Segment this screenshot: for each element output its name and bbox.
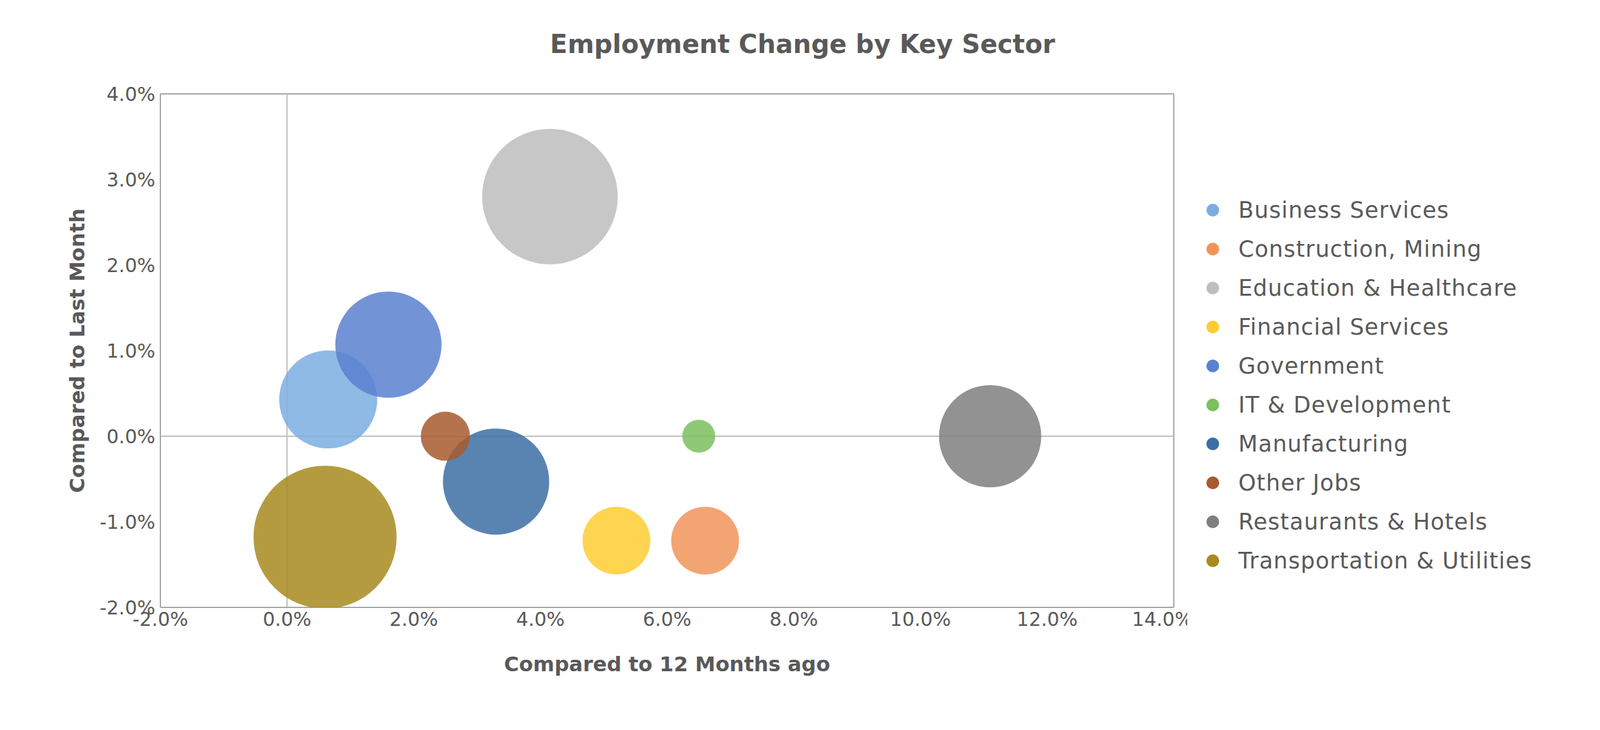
svg-text:Compared to Last Month: Compared to Last Month xyxy=(65,208,90,493)
svg-text:3.0%: 3.0% xyxy=(106,168,156,192)
html-text:Business Services: Business Services xyxy=(1238,197,1450,223)
html-text:Construction, Mining: Construction, Mining xyxy=(1238,236,1482,262)
svg-text:-2.0%: -2.0% xyxy=(99,596,156,620)
svg-text:2.0%: 2.0% xyxy=(389,608,438,631)
html-text:IT & Development: IT & Development xyxy=(1238,392,1452,418)
svg-text:-1.0%: -1.0% xyxy=(99,511,156,534)
html-text:Employment Change by Key Secto: Employment Change by Key Sector xyxy=(550,29,1056,59)
html-text:Education & Healthcare: Education & Healthcare xyxy=(1238,275,1518,301)
svg-text:Compared to 12 Months ago: Compared to 12 Months ago xyxy=(504,652,831,677)
svg-text:14.0%: 14.0% xyxy=(1132,608,1188,631)
svg-text:10.0%: 10.0% xyxy=(890,608,951,631)
svg-text:4.0%: 4.0% xyxy=(106,83,156,106)
svg-text:2.0%: 2.0% xyxy=(106,254,156,277)
html-text:Manufacturing: Manufacturing xyxy=(1238,430,1409,457)
svg-text:4.0%: 4.0% xyxy=(516,608,565,631)
svg-text:1.0%: 1.0% xyxy=(106,339,156,363)
svg-text:12.0%: 12.0% xyxy=(1016,608,1078,631)
svg-text:6.0%: 6.0% xyxy=(642,608,692,631)
html-text:Financial Services: Financial Services xyxy=(1238,314,1450,340)
html-text:Transportation & Utilities: Transportation & Utilities xyxy=(1238,547,1533,574)
html-text:Restaurants & Hotels: Restaurants & Hotels xyxy=(1238,508,1488,535)
svg-text:-2.0%: -2.0% xyxy=(132,608,189,631)
svg-text:0.0%: 0.0% xyxy=(262,608,312,631)
html-text:Other Jobs: Other Jobs xyxy=(1238,469,1362,496)
svg-text:8.0%: 8.0% xyxy=(769,608,818,631)
html-text:Government: Government xyxy=(1238,353,1385,379)
svg-text:0.0%: 0.0% xyxy=(106,425,156,448)
